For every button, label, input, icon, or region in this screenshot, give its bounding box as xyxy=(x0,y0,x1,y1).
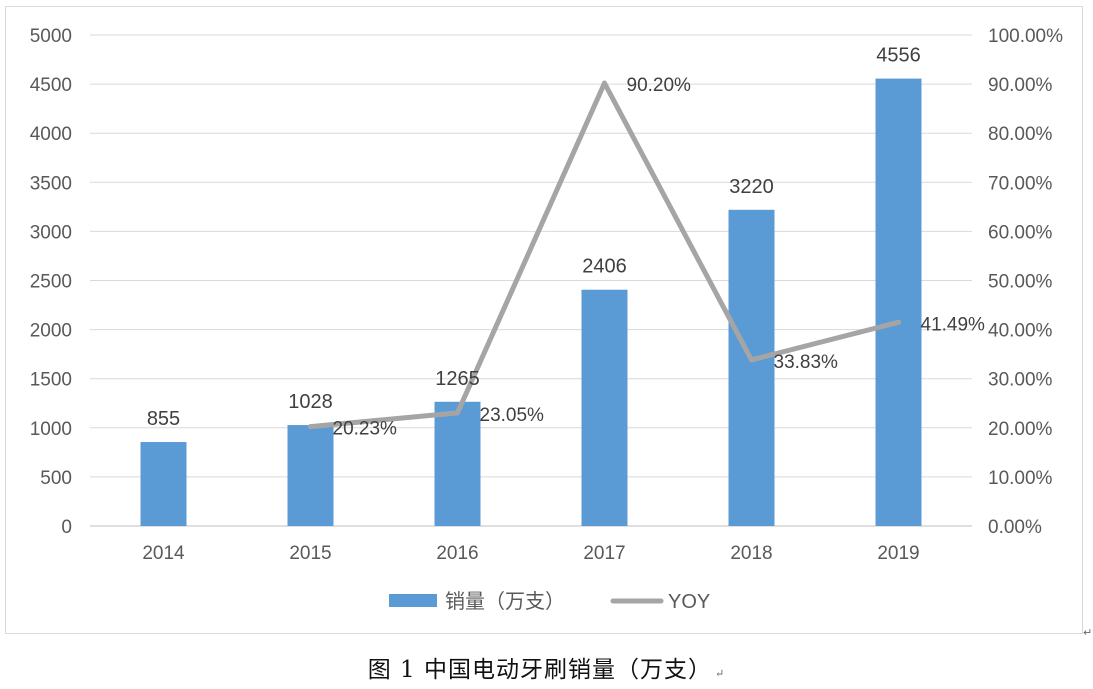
bar xyxy=(140,442,187,526)
x-tick-label: 2018 xyxy=(730,543,772,564)
yoy-data-label: 90.20% xyxy=(627,75,692,96)
legend-line-label: YOY xyxy=(668,591,710,613)
y-right-tick-label: 90.00% xyxy=(988,75,1053,96)
bar xyxy=(875,78,922,526)
bar xyxy=(728,209,775,526)
figure-caption: 图 1 中国电动牙刷销量（万支） ↵ xyxy=(0,650,1093,684)
yoy-point xyxy=(308,424,313,430)
bar-data-label: 4556 xyxy=(876,45,921,67)
caption-text: 图 1 中国电动牙刷销量（万支） xyxy=(367,657,713,683)
y-left-tick-label: 1500 xyxy=(30,370,72,391)
y-right-tick-label: 70.00% xyxy=(988,173,1053,194)
y-left-tick-label: 3000 xyxy=(30,222,72,243)
bar xyxy=(581,289,628,526)
y-right-tick-label: 100.00% xyxy=(988,26,1063,47)
bar-data-label: 1265 xyxy=(435,368,480,390)
legend-bar-swatch xyxy=(389,594,437,607)
yoy-data-label: 33.83% xyxy=(774,352,839,373)
y-left-tick-label: 4500 xyxy=(30,75,72,96)
y-left-tick-label: 2500 xyxy=(30,272,72,293)
x-tick-label: 2015 xyxy=(289,543,331,564)
y-right-tick-label: 30.00% xyxy=(988,370,1053,391)
y-left-tick-label: 0 xyxy=(61,517,72,538)
y-left-tick-label: 4000 xyxy=(30,124,72,145)
x-tick-label: 2017 xyxy=(583,543,625,564)
y-left-tick-label: 500 xyxy=(40,468,72,489)
yoy-data-label: 20.23% xyxy=(333,419,398,440)
y-right-tick-label: 0.00% xyxy=(988,517,1042,538)
yoy-data-label: 23.05% xyxy=(480,405,545,426)
bar-data-label: 2406 xyxy=(582,256,627,278)
yoy-point xyxy=(455,410,460,416)
x-tick-label: 2016 xyxy=(436,543,478,564)
x-tick-label: 2019 xyxy=(877,543,919,564)
yoy-point xyxy=(896,319,901,325)
y-left-tick-label: 3500 xyxy=(30,173,72,194)
bar-data-label: 3220 xyxy=(729,176,774,198)
caption-return-mark: ↵ xyxy=(715,667,726,680)
y-left-tick-label: 2000 xyxy=(30,321,72,342)
y-right-tick-label: 60.00% xyxy=(988,222,1053,243)
bar-data-label: 855 xyxy=(147,408,180,430)
legend-bar-label: 销量（万支） xyxy=(445,590,565,613)
return-mark: ↵ xyxy=(1083,627,1093,639)
yoy-point xyxy=(602,80,607,86)
yoy-data-label: 41.49% xyxy=(921,314,986,335)
yoy-point xyxy=(749,357,754,363)
x-tick-label: 2014 xyxy=(142,543,185,564)
bar xyxy=(287,425,334,526)
y-right-tick-label: 50.00% xyxy=(988,272,1053,293)
y-left-tick-label: 5000 xyxy=(30,26,72,47)
y-left-tick-label: 1000 xyxy=(30,419,72,440)
bar-data-label: 1028 xyxy=(288,391,333,413)
y-right-tick-label: 40.00% xyxy=(988,321,1053,342)
y-right-tick-label: 10.00% xyxy=(988,468,1053,489)
y-right-tick-label: 20.00% xyxy=(988,419,1053,440)
y-right-tick-label: 80.00% xyxy=(988,124,1053,145)
bar xyxy=(434,401,481,526)
